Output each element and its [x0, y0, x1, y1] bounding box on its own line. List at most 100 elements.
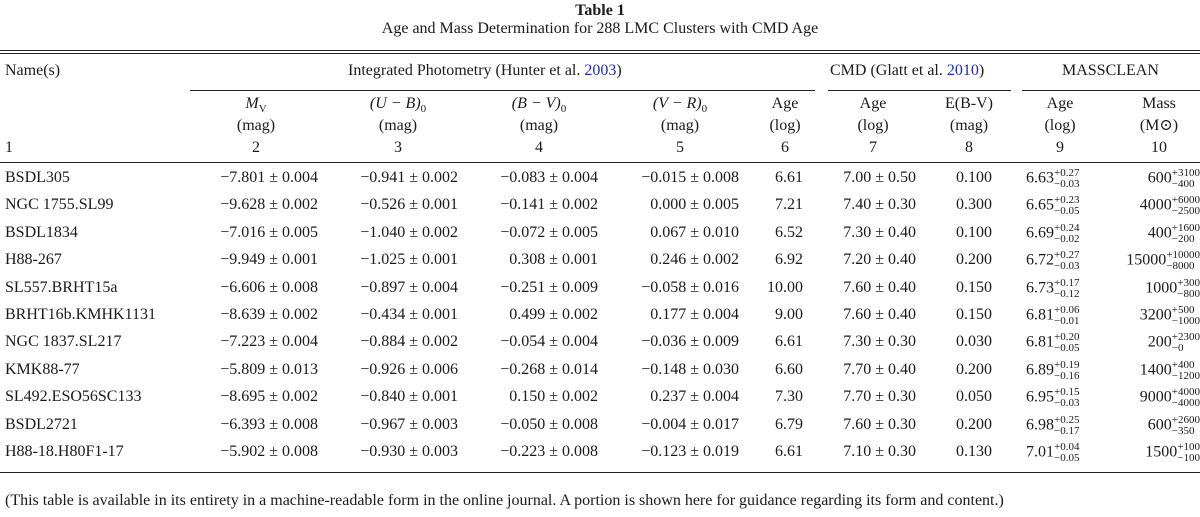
column-unit-10: (M⊙)	[1139, 117, 1179, 134]
mass-lower: −100	[1177, 452, 1200, 464]
cell-mc-age: 6.65 +0.23 −0.05	[1026, 195, 1079, 217]
mc-age-value: 6.69	[1026, 224, 1054, 242]
column-unit-7: (log)	[857, 117, 889, 134]
cell-mass: 4000 +6000 −2500	[1110, 195, 1200, 217]
column-number-4: 4	[535, 139, 543, 156]
mc-age-errors: +0.27 −0.03	[1054, 250, 1079, 272]
cell-age: 6.92	[775, 251, 803, 269]
mass-value: 1400	[1139, 361, 1172, 379]
mass-lower: −200	[1171, 232, 1195, 245]
cell-mc-age: 6.72 +0.27 −0.03	[1026, 250, 1079, 272]
mc-age-value: 6.65	[1026, 197, 1054, 215]
mc-age-value: 6.63	[1026, 169, 1054, 187]
cell-mv: −9.628 ± 0.002	[220, 196, 318, 214]
cell-cmd_age: 7.10 ± 0.30	[843, 443, 916, 460]
mc-age-lower: −0.01	[1054, 315, 1080, 327]
column-label-text: Age	[859, 95, 887, 112]
cell-vr: −0.036 ± 0.009	[641, 333, 739, 351]
cell-ebv: 0.300	[956, 196, 992, 214]
cell-vr: −0.004 ± 0.017	[641, 415, 739, 433]
mass-lower: −8000	[1166, 260, 1195, 273]
cell-bv: −0.050 ± 0.008	[500, 415, 598, 433]
column-number-1: 1	[5, 139, 13, 156]
mass-value: 1000	[1145, 279, 1178, 297]
cell-vr: −0.058 ± 0.016	[641, 278, 739, 296]
cell-age: 6.61	[775, 169, 803, 186]
mc-age-upper: +0.25	[1054, 413, 1080, 426]
mass-lower: −1200	[1171, 369, 1200, 382]
mc-age-errors: +0.23 −0.05	[1054, 195, 1079, 217]
cell-name: SL492.ESO56SC133	[5, 388, 142, 406]
mass-lower: −4000	[1171, 397, 1200, 410]
mc-age-value: 6.98	[1026, 416, 1054, 434]
mc-age-errors: +0.24 −0.02	[1054, 222, 1079, 245]
column-unit-3: (mag)	[378, 117, 418, 134]
cell-mv: −7.801 ± 0.004	[220, 169, 318, 186]
cell-vr: −0.015 ± 0.008	[641, 169, 739, 186]
mass-lower: −2500	[1171, 205, 1200, 218]
cell-mc-age: 6.81 +0.06 −0.01	[1026, 305, 1079, 327]
mass-upper: +3100	[1171, 168, 1200, 179]
cell-ub: −0.526 ± 0.001	[360, 196, 458, 214]
mass-errors: +2600 −350	[1172, 415, 1200, 437]
mass-lower: −400	[1171, 178, 1195, 190]
cell-bv: −0.251 ± 0.009	[500, 278, 598, 296]
cell-mv: −6.393 ± 0.008	[220, 415, 318, 433]
column-label-text: (V − R)	[652, 95, 702, 112]
mc-age-lower: −0.05	[1054, 205, 1080, 218]
cell-bv: −0.072 ± 0.005	[500, 223, 598, 241]
mass-upper: +2600	[1171, 414, 1200, 426]
mass-upper: +6000	[1171, 195, 1200, 207]
mass-lower: −800	[1177, 287, 1200, 300]
cell-mass: 400 +1600 −200	[1110, 223, 1200, 245]
glatt-2010-link[interactable]: 2010	[946, 62, 979, 79]
column-label-subscript: 0	[560, 103, 567, 116]
mc-age-errors: +0.20 −0.05	[1054, 332, 1079, 354]
cell-bv: −0.083 ± 0.004	[500, 169, 598, 186]
cell-ub: −1.025 ± 0.001	[360, 251, 458, 269]
cell-name: BRHT16b.KMHK1131	[5, 306, 156, 323]
header-cmd-close: )	[978, 62, 985, 79]
mc-age-value: 6.95	[1026, 388, 1054, 406]
mc-age-errors: +0.15 −0.03	[1054, 387, 1079, 409]
mass-upper: +400	[1171, 359, 1195, 371]
mass-errors: +400 −1200	[1172, 360, 1200, 382]
cell-ebv: 0.200	[956, 360, 992, 378]
photometry-group-rule	[190, 90, 815, 91]
cell-name: H88-267	[5, 251, 62, 269]
cell-bv: −0.268 ± 0.014	[500, 360, 598, 378]
cell-ebv: 0.030	[956, 333, 992, 351]
column-label-9: Age	[1000, 94, 1120, 114]
mass-upper: +500	[1171, 305, 1195, 316]
cell-mass: 200 +2300 −0	[1110, 332, 1200, 354]
column-label-10: Mass	[1099, 94, 1200, 114]
mass-upper: +4000	[1171, 387, 1200, 399]
mc-age-value: 7.01	[1026, 443, 1054, 461]
mc-age-lower: −0.03	[1054, 397, 1080, 410]
column-label-text: Age	[771, 95, 799, 112]
mass-errors: +3100 −400	[1172, 168, 1200, 190]
column-label-5: (V − R)0	[620, 94, 740, 115]
column-label-6: Age	[725, 94, 845, 114]
mc-age-lower: −0.12	[1054, 287, 1080, 300]
cell-ebv: 0.200	[956, 251, 992, 269]
mass-value: 1500	[1145, 443, 1178, 461]
hunter-2003-link[interactable]: 2003	[584, 62, 617, 79]
cell-ebv: 0.100	[956, 169, 992, 186]
header-name: Name(s)	[5, 62, 61, 79]
top-rule	[0, 50, 1200, 51]
cell-ub: −0.897 ± 0.004	[360, 278, 458, 296]
mc-age-upper: +0.20	[1054, 331, 1080, 344]
cell-age: 6.60	[775, 360, 803, 378]
mc-age-errors: +0.19 −0.16	[1054, 359, 1079, 382]
cell-mv: −8.639 ± 0.002	[220, 306, 318, 323]
cell-vr: 0.237 ± 0.004	[650, 388, 739, 406]
mass-lower: −350	[1171, 424, 1195, 437]
cell-vr: 0.000 ± 0.005	[650, 196, 739, 214]
cell-cmd_age: 7.60 ± 0.40	[843, 278, 916, 296]
column-number-2: 2	[252, 139, 260, 156]
column-unit-5: (mag)	[660, 117, 700, 134]
cell-ub: −0.941 ± 0.002	[360, 169, 458, 186]
cell-name: NGC 1755.SL99	[5, 196, 114, 214]
